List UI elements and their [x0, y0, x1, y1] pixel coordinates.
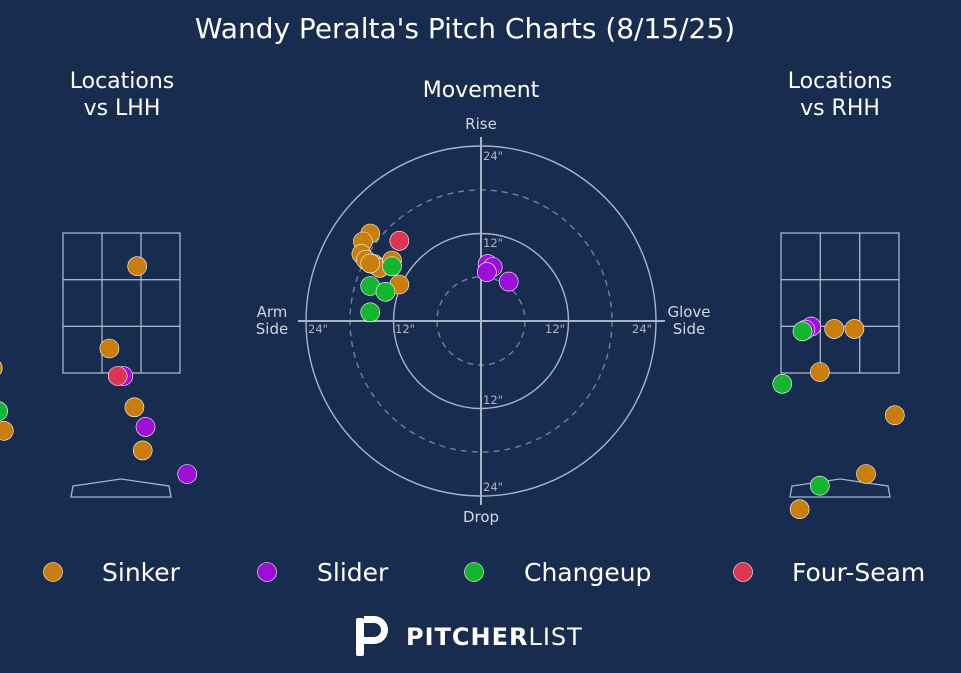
rhh-point-changeup — [792, 321, 813, 342]
rhh-point-sinker — [809, 362, 830, 382]
tick-right-24: 24" — [632, 322, 652, 336]
lhh-point-sinker — [99, 338, 120, 359]
lhh-point-sinker — [132, 440, 153, 461]
tick-left-24: 24" — [308, 322, 328, 336]
arm-side-label-1: Arm — [257, 303, 288, 321]
movement-point-changeup — [360, 302, 381, 323]
legend-marker-changeup — [464, 562, 484, 582]
lhh-title-line2: vs LHH — [84, 96, 161, 121]
movement-axis-labels: Rise Drop Arm Side Glove Side — [256, 115, 711, 526]
pitcherlist-logo-mark — [356, 616, 388, 656]
lhh-strike-zone — [62, 232, 181, 374]
rhh-point-sinker — [884, 405, 905, 426]
arm-side-label-2: Side — [256, 320, 288, 338]
legend-label-sinker: Sinker — [102, 558, 181, 587]
tick-bottom-24: 24" — [483, 480, 503, 494]
rhh-title-line1: Locations — [788, 69, 893, 94]
rhh-points — [772, 316, 905, 520]
movement-rings — [298, 137, 665, 505]
rhh-point-sinker — [824, 319, 845, 339]
rhh-home-plate — [789, 478, 891, 498]
legend-label-slider: Slider — [317, 558, 389, 587]
lhh-point-slider — [135, 417, 156, 437]
movement-point-four-seam — [389, 231, 410, 251]
glove-side-label-2: Side — [673, 320, 705, 338]
lhh-point-sinker — [0, 361, 3, 375]
movement-point-slider — [476, 262, 497, 282]
tick-top-12: 12" — [483, 236, 503, 250]
movement-title: Movement — [423, 78, 540, 103]
rhh-point-changeup — [772, 373, 793, 394]
movement-point-changeup — [382, 256, 402, 277]
lhh-point-changeup — [0, 401, 8, 421]
movement-points — [351, 223, 519, 323]
lhh-title-line1: Locations — [70, 69, 175, 94]
tick-bottom-12: 12" — [483, 393, 503, 407]
legend-marker-four-seam — [733, 562, 753, 582]
lhh-home-plate — [70, 478, 172, 498]
drop-label: Drop — [463, 508, 499, 526]
tick-top-24: 24" — [483, 149, 503, 163]
lhh-point-sinker — [127, 256, 147, 277]
lhh-points — [0, 256, 197, 484]
rhh-point-sinker — [856, 464, 876, 484]
legend-marker-slider — [257, 562, 277, 582]
movement-point-sinker — [360, 253, 381, 274]
lhh-point-sinker — [0, 421, 14, 441]
chart-title: Wandy Peralta's Pitch Charts (8/15/25) — [195, 12, 735, 45]
movement-point-changeup — [375, 281, 396, 302]
movement-tick-labels: 24" 12" 12" 24" 24" 12" 12" 24" — [308, 149, 652, 494]
legend-label-four-seam: Four-Seam — [792, 558, 925, 587]
tick-right-12: 12" — [545, 322, 565, 336]
rhh-point-changeup — [809, 475, 830, 496]
movement-point-slider — [498, 271, 519, 292]
lhh-point-four-seam — [107, 366, 128, 386]
rhh-title-line2: vs RHH — [800, 96, 880, 121]
tick-left-12: 12" — [395, 322, 415, 336]
rhh-strike-zone — [780, 232, 900, 374]
legend-label-changeup: Changeup — [524, 558, 651, 587]
brand-light: LIST — [528, 623, 582, 651]
brand-wordmark: PITCHERLIST — [406, 623, 583, 651]
rhh-point-sinker — [789, 499, 810, 520]
pitcherlist-logo: PITCHERLIST — [356, 616, 583, 656]
lhh-point-slider — [177, 464, 197, 484]
rhh-point-sinker — [844, 319, 865, 339]
glove-side-label-1: Glove — [667, 303, 710, 321]
legend-marker-sinker — [43, 562, 63, 582]
brand-bold: PITCHER — [406, 623, 528, 651]
legend: Sinker Slider Changeup Four-Seam — [43, 558, 925, 587]
lhh-point-sinker — [124, 397, 145, 418]
rise-label: Rise — [465, 115, 497, 133]
